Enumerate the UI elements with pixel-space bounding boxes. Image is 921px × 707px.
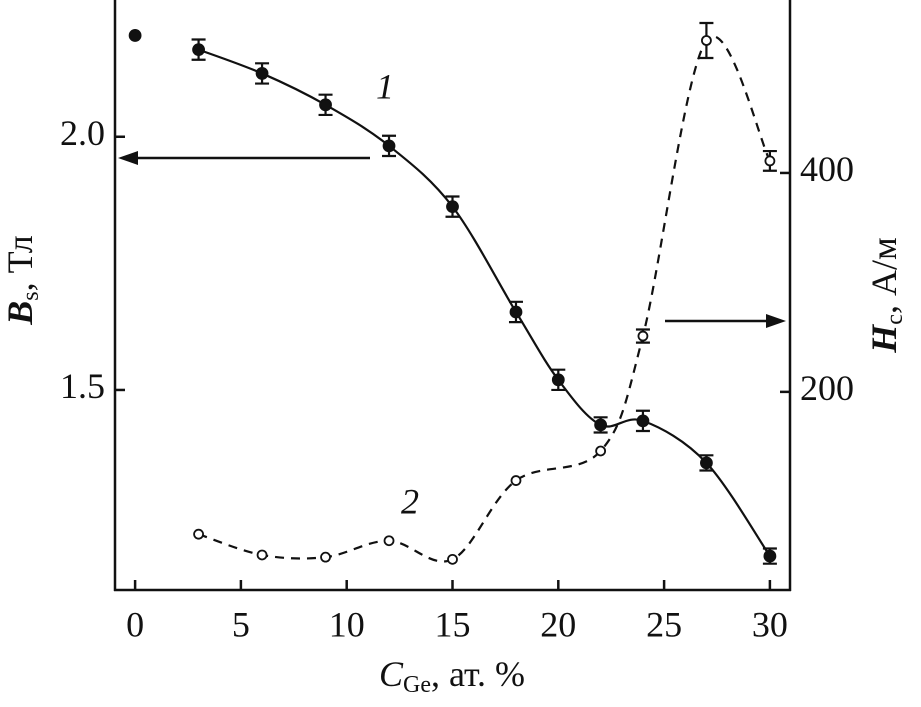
arrow-head	[766, 314, 786, 328]
point	[319, 98, 332, 112]
y2-tick-label: 400	[800, 149, 854, 189]
y2-axis-label: Hc, А/м	[864, 237, 907, 353]
x-tick-label: 20	[540, 604, 576, 644]
x-tick-label: 30	[752, 604, 788, 644]
point	[320, 551, 331, 563]
point	[446, 200, 459, 214]
point	[255, 67, 269, 80]
point	[256, 549, 268, 561]
point	[763, 549, 777, 563]
y-label-rest: , Тл	[0, 235, 40, 291]
x-label-main: C	[379, 654, 404, 694]
point	[383, 535, 395, 547]
x-label-rest: , ат. %	[431, 654, 525, 694]
curve	[198, 48, 771, 557]
point	[594, 418, 608, 432]
curve-label: 2	[401, 481, 419, 521]
y-tick-label: 1.5	[60, 366, 105, 406]
point	[509, 305, 523, 319]
point	[192, 43, 205, 57]
point	[595, 445, 607, 457]
curve-label: 1	[376, 66, 394, 106]
point	[193, 528, 204, 540]
curve	[198, 35, 771, 563]
point	[636, 414, 650, 428]
x-axis-label: CGe, ат. %	[379, 654, 525, 697]
x-tick-label: 0	[126, 604, 144, 644]
point	[764, 155, 776, 167]
arrow-head	[118, 151, 138, 165]
point	[382, 139, 396, 153]
x-tick-label: 5	[232, 604, 250, 644]
point	[701, 35, 712, 46]
y2-label-main: H	[864, 324, 904, 354]
y2-label-rest: , А/м	[864, 237, 904, 314]
y-label-sub: s	[18, 291, 44, 300]
point	[700, 456, 713, 470]
y-label-main: B	[0, 301, 40, 326]
point	[128, 29, 142, 42]
point	[510, 475, 522, 486]
point	[447, 553, 458, 565]
y-axis-label: Bs, Тл	[0, 235, 43, 326]
point	[551, 373, 565, 387]
point	[637, 330, 649, 342]
x-label-sub: Ge	[403, 672, 431, 698]
x-tick-label: 25	[646, 604, 682, 644]
x-tick-label: 10	[329, 604, 365, 644]
y2-label-sub: c	[882, 314, 908, 325]
y-tick-label: 2.0	[60, 113, 105, 153]
x-tick-label: 15	[435, 604, 471, 644]
y2-tick-label: 200	[800, 368, 854, 408]
